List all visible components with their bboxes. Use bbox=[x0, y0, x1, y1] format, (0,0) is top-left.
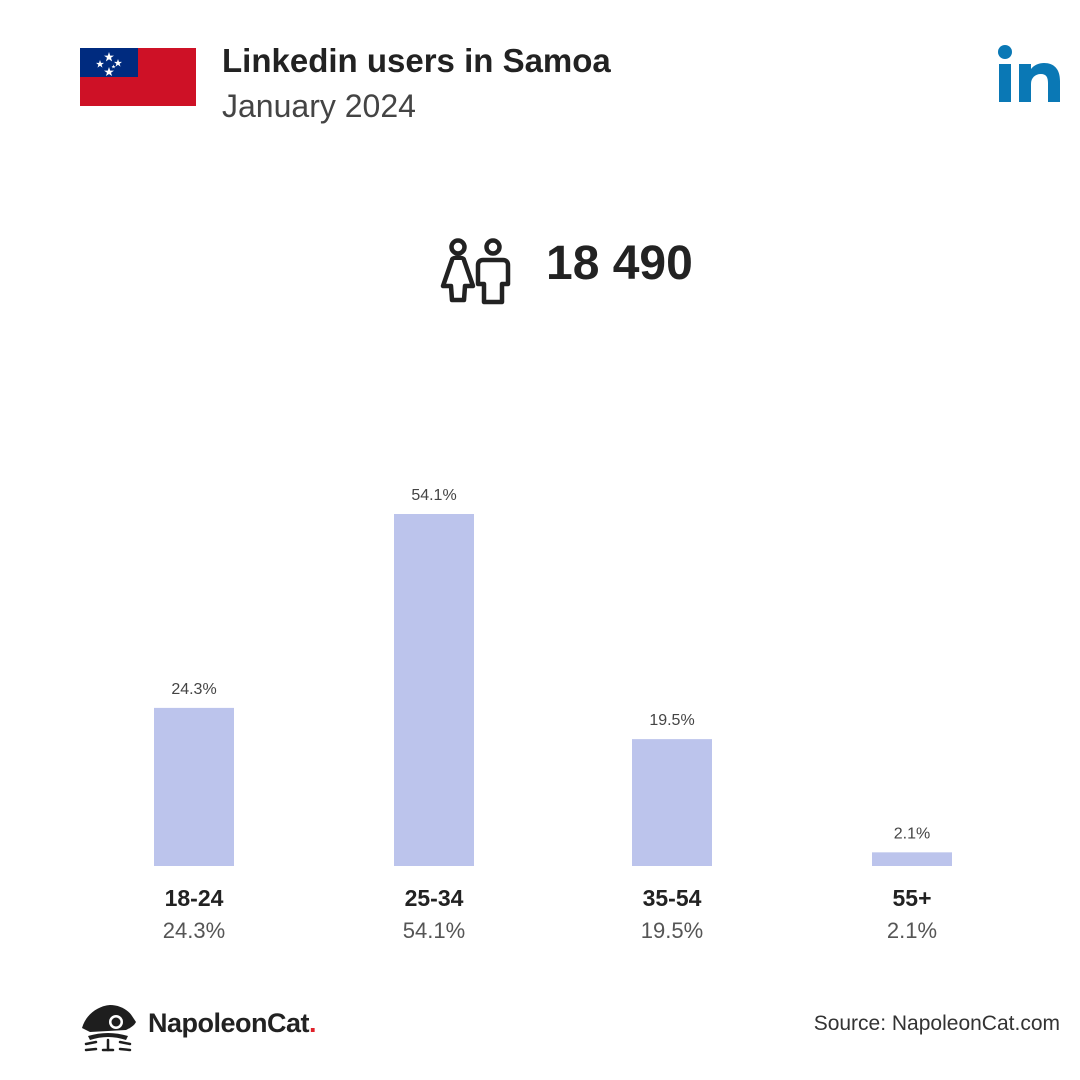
bar-18-24 bbox=[154, 707, 234, 866]
footer-brand-dot: . bbox=[309, 1008, 317, 1038]
source-credit: Source: NapoleonCat.com bbox=[813, 1012, 1060, 1035]
category-label: 25-34 bbox=[405, 885, 464, 911]
linkedin-logo-icon bbox=[998, 45, 1060, 102]
bar-35-54 bbox=[632, 739, 712, 866]
total-users-value: 18 490 bbox=[546, 237, 693, 290]
bar-value-label: 24.3% bbox=[171, 681, 216, 698]
category-percent-label: 54.1% bbox=[403, 918, 465, 943]
age-distribution-chart: 24.3% 18-24 24.3% 54.1% 25-34 54.1% 19.5% 35-54… bbox=[154, 487, 952, 943]
category-percent-label: 2.1% bbox=[887, 918, 937, 943]
samoa-flag-icon bbox=[80, 48, 196, 106]
category-label: 18-24 bbox=[165, 885, 224, 911]
bar-25-34 bbox=[394, 514, 474, 866]
category-percent-label: 19.5% bbox=[641, 918, 703, 943]
footer-brand: NapoleonCat. bbox=[148, 1008, 317, 1039]
bar-value-label: 19.5% bbox=[649, 712, 694, 729]
category-label: 35-54 bbox=[643, 885, 702, 911]
page-title: Linkedin users in Samoa bbox=[222, 42, 611, 79]
bar-value-label: 2.1% bbox=[894, 825, 930, 842]
bar-55+ bbox=[872, 852, 952, 866]
page-subtitle: January 2024 bbox=[222, 88, 416, 124]
bar-value-label: 54.1% bbox=[411, 487, 456, 504]
category-label: 55+ bbox=[892, 885, 931, 911]
footer-brand-name: NapoleonCat bbox=[148, 1008, 310, 1038]
users-icon bbox=[440, 238, 511, 305]
category-percent-label: 24.3% bbox=[163, 918, 225, 943]
napoleoncat-logo-icon bbox=[82, 1005, 136, 1052]
